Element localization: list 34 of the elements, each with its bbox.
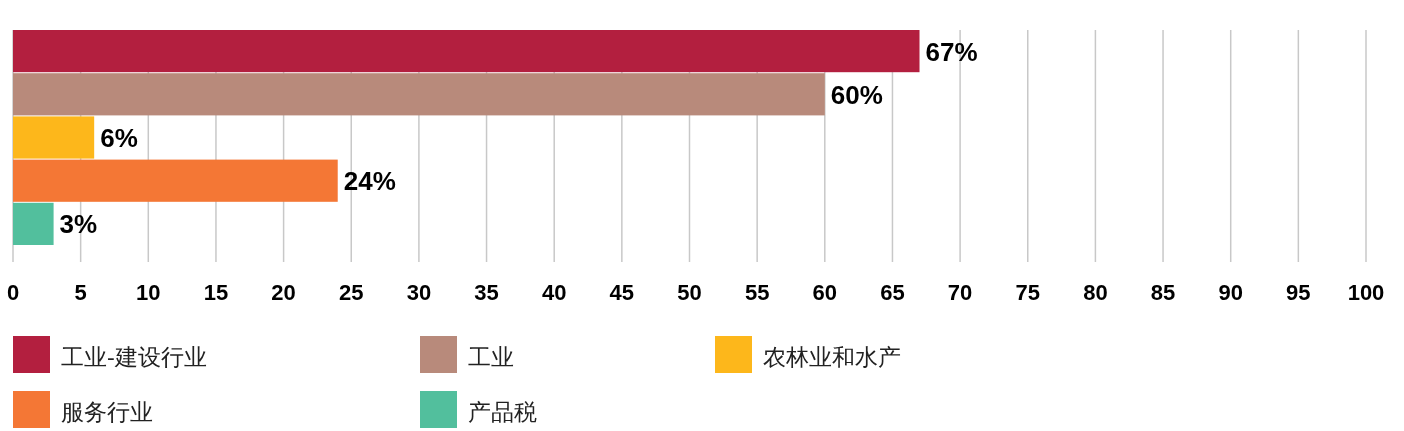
x-tick-label: 60 — [812, 280, 838, 305]
bar — [13, 159, 338, 202]
data-label: 60% — [830, 79, 883, 110]
x-tick-label: 10 — [136, 280, 161, 305]
data-label: 67% — [925, 36, 978, 67]
legend-label: 农林业和水产 — [763, 344, 901, 370]
x-tick-label: 85 — [1150, 280, 1176, 305]
x-tick-label: 35 — [474, 280, 499, 305]
x-tick-label: 25 — [339, 280, 364, 305]
x-tick-label: 50 — [677, 280, 702, 305]
data-label: 6% — [100, 123, 138, 153]
x-tick-label: 40 — [541, 280, 567, 305]
x-tick-label: 30 — [406, 280, 432, 305]
data-label: 24% — [343, 166, 396, 197]
x-tick-label: 0 — [6, 280, 20, 305]
x-tick-label: 65 — [880, 280, 905, 305]
legend-label: 产品税 — [468, 399, 537, 425]
x-tick-label: 75 — [1015, 280, 1040, 305]
legend-label: 工业-建设行业 — [61, 344, 207, 370]
x-tick-label: 55 — [744, 280, 770, 305]
data-label: 3% — [59, 209, 98, 240]
x-tick-label: 80 — [1083, 280, 1108, 305]
x-tick-label: 15 — [203, 280, 229, 305]
x-tick-label: 95 — [1286, 280, 1311, 305]
x-tick-label: 20 — [271, 280, 296, 305]
legend-label: 服务行业 — [61, 399, 153, 425]
bar — [13, 116, 95, 159]
x-tick-label: 45 — [609, 280, 635, 305]
bar — [13, 202, 54, 245]
x-tick-label: 90 — [1218, 280, 1243, 305]
x-tick-label: 5 — [74, 280, 87, 305]
x-tick-label: 100 — [1347, 280, 1385, 305]
x-tick-label: 70 — [947, 280, 973, 305]
legend-label: 工业 — [468, 344, 514, 370]
